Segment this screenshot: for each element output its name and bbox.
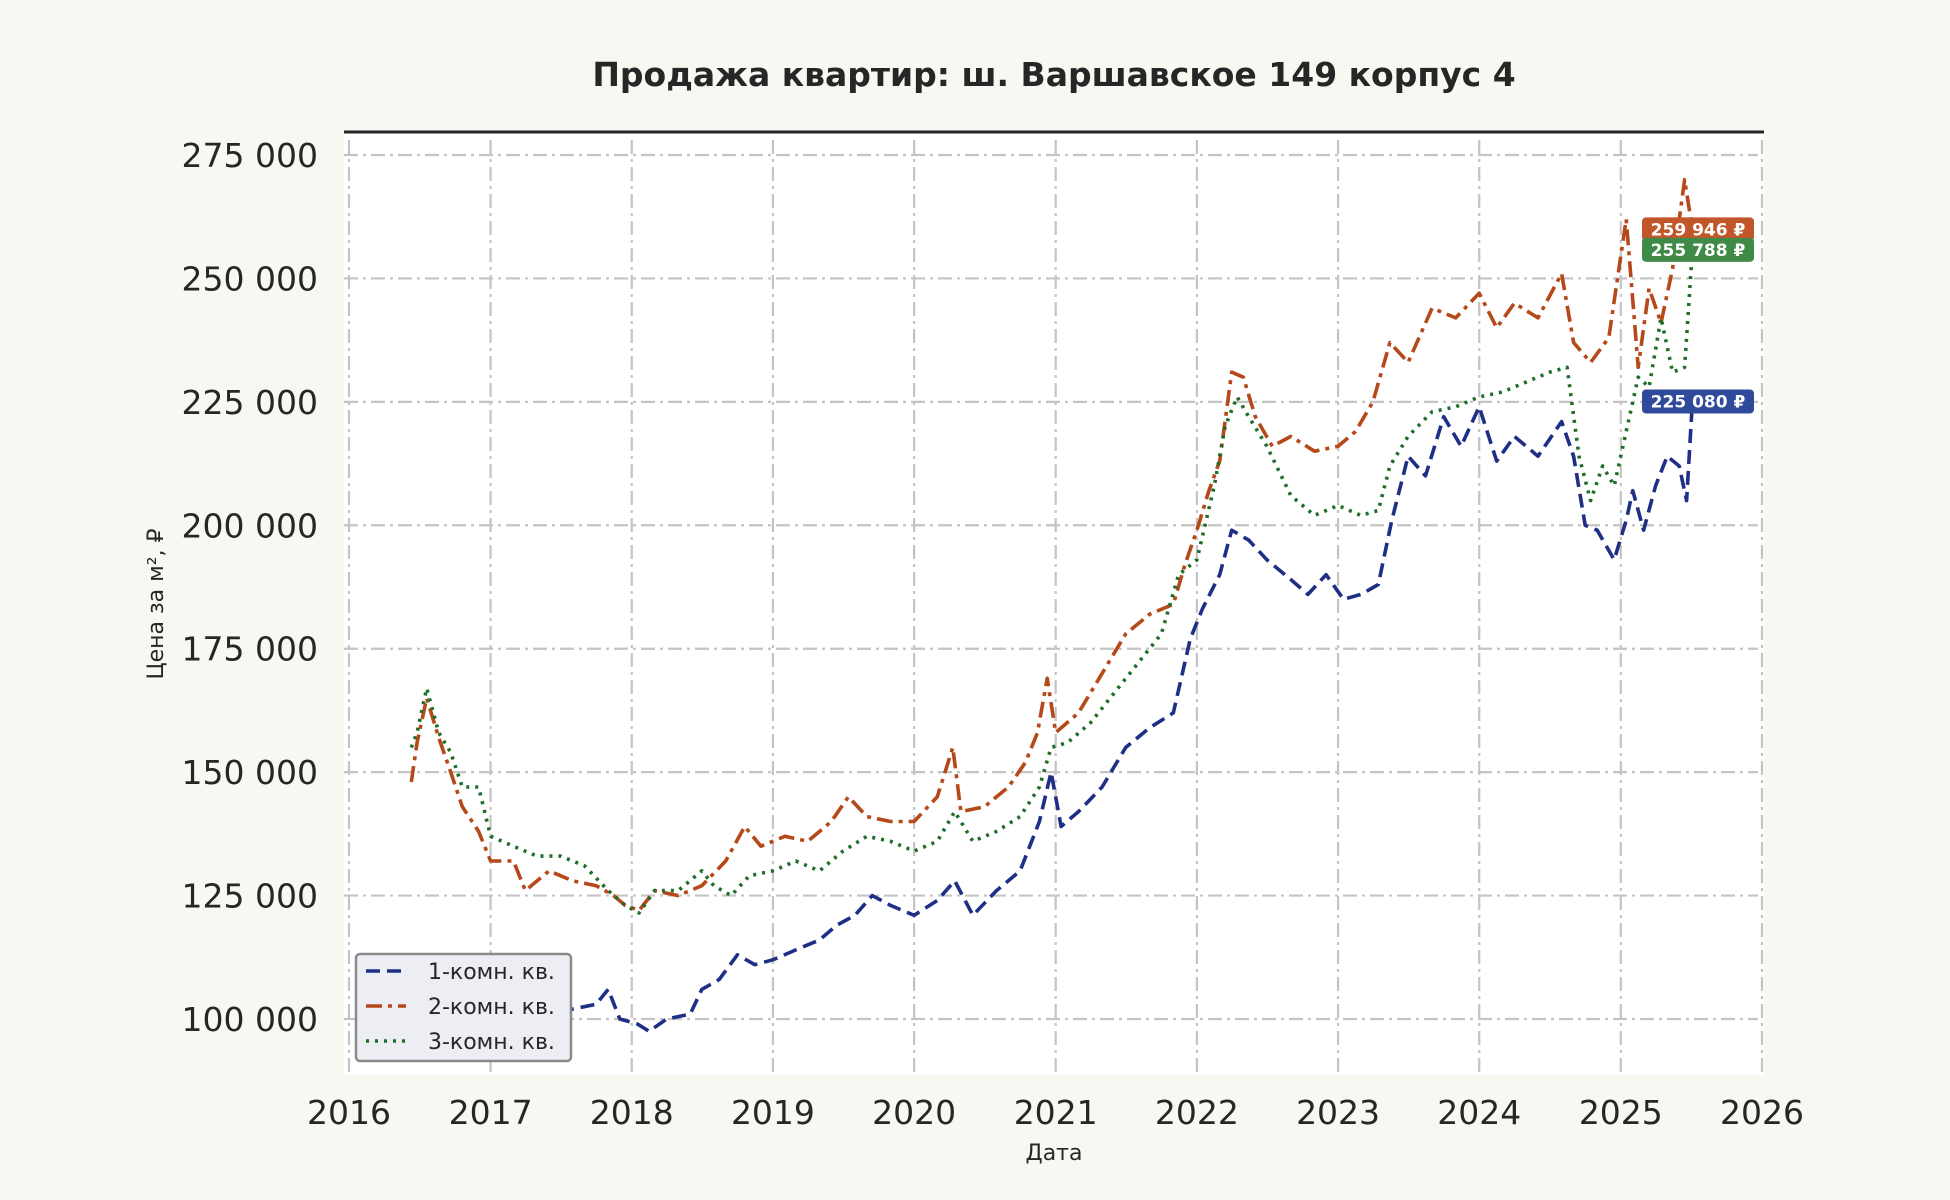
legend-entry-1k: 1-комн. кв. [428, 960, 555, 985]
x-tick-label: 2022 [1155, 1093, 1239, 1132]
y-tick-label: 150 000 [182, 753, 318, 792]
legend-entry-3k: 3-комн. кв. [428, 1030, 555, 1055]
y-tick-label: 275 000 [182, 136, 318, 175]
last-value-badge-3k [1642, 237, 1754, 262]
chart-title: Продажа квартир: ш. Варшавское 149 корпу… [592, 55, 1515, 94]
last-value-badge-2k [1642, 217, 1754, 242]
last-value-label-3k: 255 788 ₽ [1651, 241, 1746, 261]
legend-box [354, 952, 573, 1063]
x-tick-label: 2024 [1437, 1093, 1521, 1132]
x-tick-label: 2017 [449, 1093, 533, 1132]
series-lines [409, 177, 1695, 1034]
x-tick-label: 2021 [1014, 1093, 1098, 1132]
y-tick-label: 125 000 [182, 877, 318, 916]
series-line-2k [409, 177, 1695, 913]
series-line-3k [409, 249, 1695, 915]
x-tick-label: 2020 [872, 1093, 956, 1132]
x-tick-label: 2016 [307, 1093, 391, 1132]
y-gridlines [344, 153, 1758, 1021]
y-tick-label: 100 000 [182, 1000, 318, 1039]
x-tick-label: 2025 [1579, 1093, 1663, 1132]
x-tick-label: 2018 [590, 1093, 674, 1132]
x-tick-label: 2026 [1720, 1093, 1804, 1132]
last-value-badge-1k [1642, 389, 1754, 414]
last-value-badges: 225 080 ₽ 259 946 ₽255 788 ₽ [1642, 217, 1754, 414]
y-tick-labels: 100 000 125 000 150 000 175 000 200 000 225 0… [182, 136, 318, 1039]
legend: 1-комн. кв. 2-комн. кв. 3-комн. кв. [354, 952, 573, 1063]
last-value-label-2k: 259 946 ₽ [1651, 220, 1746, 240]
series-line-1k [410, 401, 1695, 1034]
x-gridlines [347, 140, 1764, 1075]
y-tick-label: 250 000 [182, 259, 318, 298]
x-tick-label: 2023 [1296, 1093, 1380, 1132]
y-tick-label: 175 000 [182, 630, 318, 669]
y-tick-label: 225 000 [182, 383, 318, 422]
plot-area [344, 132, 1764, 1075]
y-tick-label: 200 000 [182, 506, 318, 545]
x-axis-label: Дата [1026, 1141, 1083, 1166]
legend-entry-2k: 2-комн. кв. [428, 995, 555, 1020]
x-tick-labels: 2016 2017 2018 2019 2020 2021 2022 2023 2024 2025… [307, 1093, 1804, 1132]
y-axis-label: Цена за м², ₽ [144, 528, 169, 679]
x-tick-label: 2019 [731, 1093, 815, 1132]
last-value-label-1k: 225 080 ₽ [1651, 392, 1746, 412]
